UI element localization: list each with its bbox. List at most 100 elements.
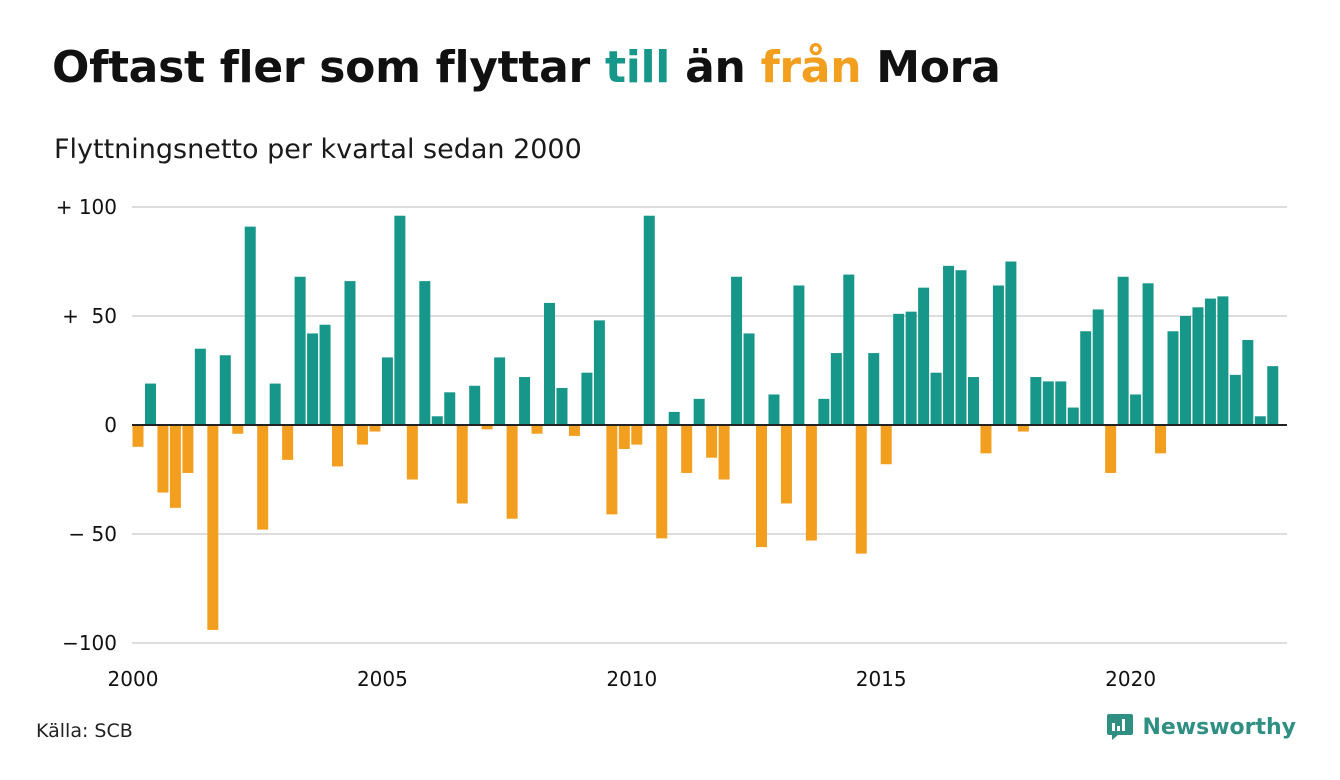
bar-negative <box>1155 425 1167 454</box>
bar-positive <box>519 377 531 425</box>
bar-positive <box>955 270 967 425</box>
bar-positive <box>731 276 743 425</box>
bar-positive <box>307 333 319 425</box>
bar-negative <box>356 425 368 445</box>
bar-positive <box>381 357 393 425</box>
x-tick-label: 2005 <box>357 667 408 691</box>
bar-positive <box>469 385 481 425</box>
title-part-3: Mora <box>876 42 1001 93</box>
bar-negative <box>780 425 792 504</box>
bar-negative <box>880 425 892 465</box>
bar-negative <box>506 425 518 519</box>
chart-subtitle: Flyttningsnetto per kvartal sedan 2000 <box>54 134 582 165</box>
bar-positive <box>1092 309 1104 425</box>
bar-negative <box>718 425 730 480</box>
bar-positive <box>768 394 780 425</box>
bar-positive <box>219 355 231 425</box>
bar-positive <box>1204 298 1216 425</box>
bar-positive <box>1117 276 1129 425</box>
bar-positive <box>394 215 406 425</box>
bar-negative <box>805 425 817 541</box>
title-word-till: till <box>604 42 671 93</box>
bar-negative <box>257 425 269 530</box>
bar-layer <box>132 215 1279 630</box>
axis-layer: + 100 + 50 0 − 50 −100 2000 2005 2010 2015 2020 <box>56 195 1287 691</box>
bar-negative <box>681 425 693 473</box>
bar-positive <box>1042 381 1054 425</box>
bar-negative <box>369 425 381 432</box>
x-tick-label: 2010 <box>606 667 657 691</box>
bar-negative <box>332 425 344 467</box>
bar-positive <box>643 215 655 425</box>
bar-negative <box>132 425 144 447</box>
bar-positive <box>930 372 942 425</box>
bar-positive <box>743 333 755 425</box>
bar-positive <box>431 416 443 425</box>
bar-negative <box>481 425 493 430</box>
bar-positive <box>830 353 842 425</box>
bar-negative <box>406 425 418 480</box>
bar-positive <box>1242 339 1254 425</box>
bar-negative <box>618 425 630 449</box>
bar-positive <box>905 311 917 425</box>
bar-positive <box>1067 407 1079 425</box>
bar-positive <box>943 265 955 425</box>
bar-positive <box>1229 374 1241 425</box>
bar-negative <box>207 425 219 630</box>
bar-positive <box>269 383 281 425</box>
brand-logo: Newsworthy <box>1106 712 1296 742</box>
grid-layer <box>132 206 1287 644</box>
bar-positive <box>194 348 206 425</box>
bar-positive <box>1055 381 1067 425</box>
bar-negative <box>980 425 992 454</box>
bar-positive <box>1167 331 1179 425</box>
bar-positive <box>581 372 593 425</box>
bar-negative <box>169 425 181 508</box>
bar-positive <box>593 320 605 425</box>
brand-name: Newsworthy <box>1142 714 1296 740</box>
bar-positive <box>992 285 1004 425</box>
bar-negative <box>1017 425 1029 432</box>
bar-negative <box>756 425 767 548</box>
bar-positive <box>1179 316 1191 425</box>
bar-positive <box>319 324 331 425</box>
y-tick-label: −100 <box>62 631 117 655</box>
bar-positive <box>294 276 306 425</box>
title-part-1: Oftast fler som flyttar <box>52 42 590 93</box>
bar-positive <box>1192 307 1204 425</box>
bar-negative <box>855 425 867 554</box>
bar-negative <box>182 425 194 473</box>
bar-positive <box>893 313 905 425</box>
y-tick-label: − 50 <box>68 522 117 546</box>
bar-negative <box>1105 425 1117 473</box>
bar-positive <box>818 398 830 425</box>
bar-negative <box>631 425 643 445</box>
newsworthy-logo-icon <box>1107 714 1134 740</box>
title-part-2: än <box>685 42 746 93</box>
x-tick-label: 2000 <box>108 667 159 691</box>
bar-negative <box>157 425 169 493</box>
bar-positive <box>494 357 506 425</box>
bar-positive <box>1030 377 1042 425</box>
bar-negative <box>232 425 244 434</box>
y-tick-label: + 100 <box>56 195 117 219</box>
bar-positive <box>1267 366 1279 425</box>
bar-negative <box>531 425 543 434</box>
bar-positive <box>556 387 568 425</box>
bar-positive <box>868 353 880 425</box>
x-tick-label: 2020 <box>1105 667 1156 691</box>
bar-positive <box>1130 394 1142 425</box>
bar-positive <box>1080 331 1092 425</box>
bar-positive <box>668 411 680 425</box>
bar-positive <box>843 274 855 425</box>
bar-negative <box>606 425 618 515</box>
title-word-fran: från <box>760 42 862 93</box>
bar-positive <box>419 281 431 425</box>
bar-positive <box>1217 296 1229 425</box>
bar-positive <box>1005 261 1017 425</box>
bar-negative <box>282 425 294 460</box>
y-tick-label: + 50 <box>62 304 117 328</box>
bar-positive <box>544 302 556 425</box>
bar-negative <box>456 425 468 504</box>
